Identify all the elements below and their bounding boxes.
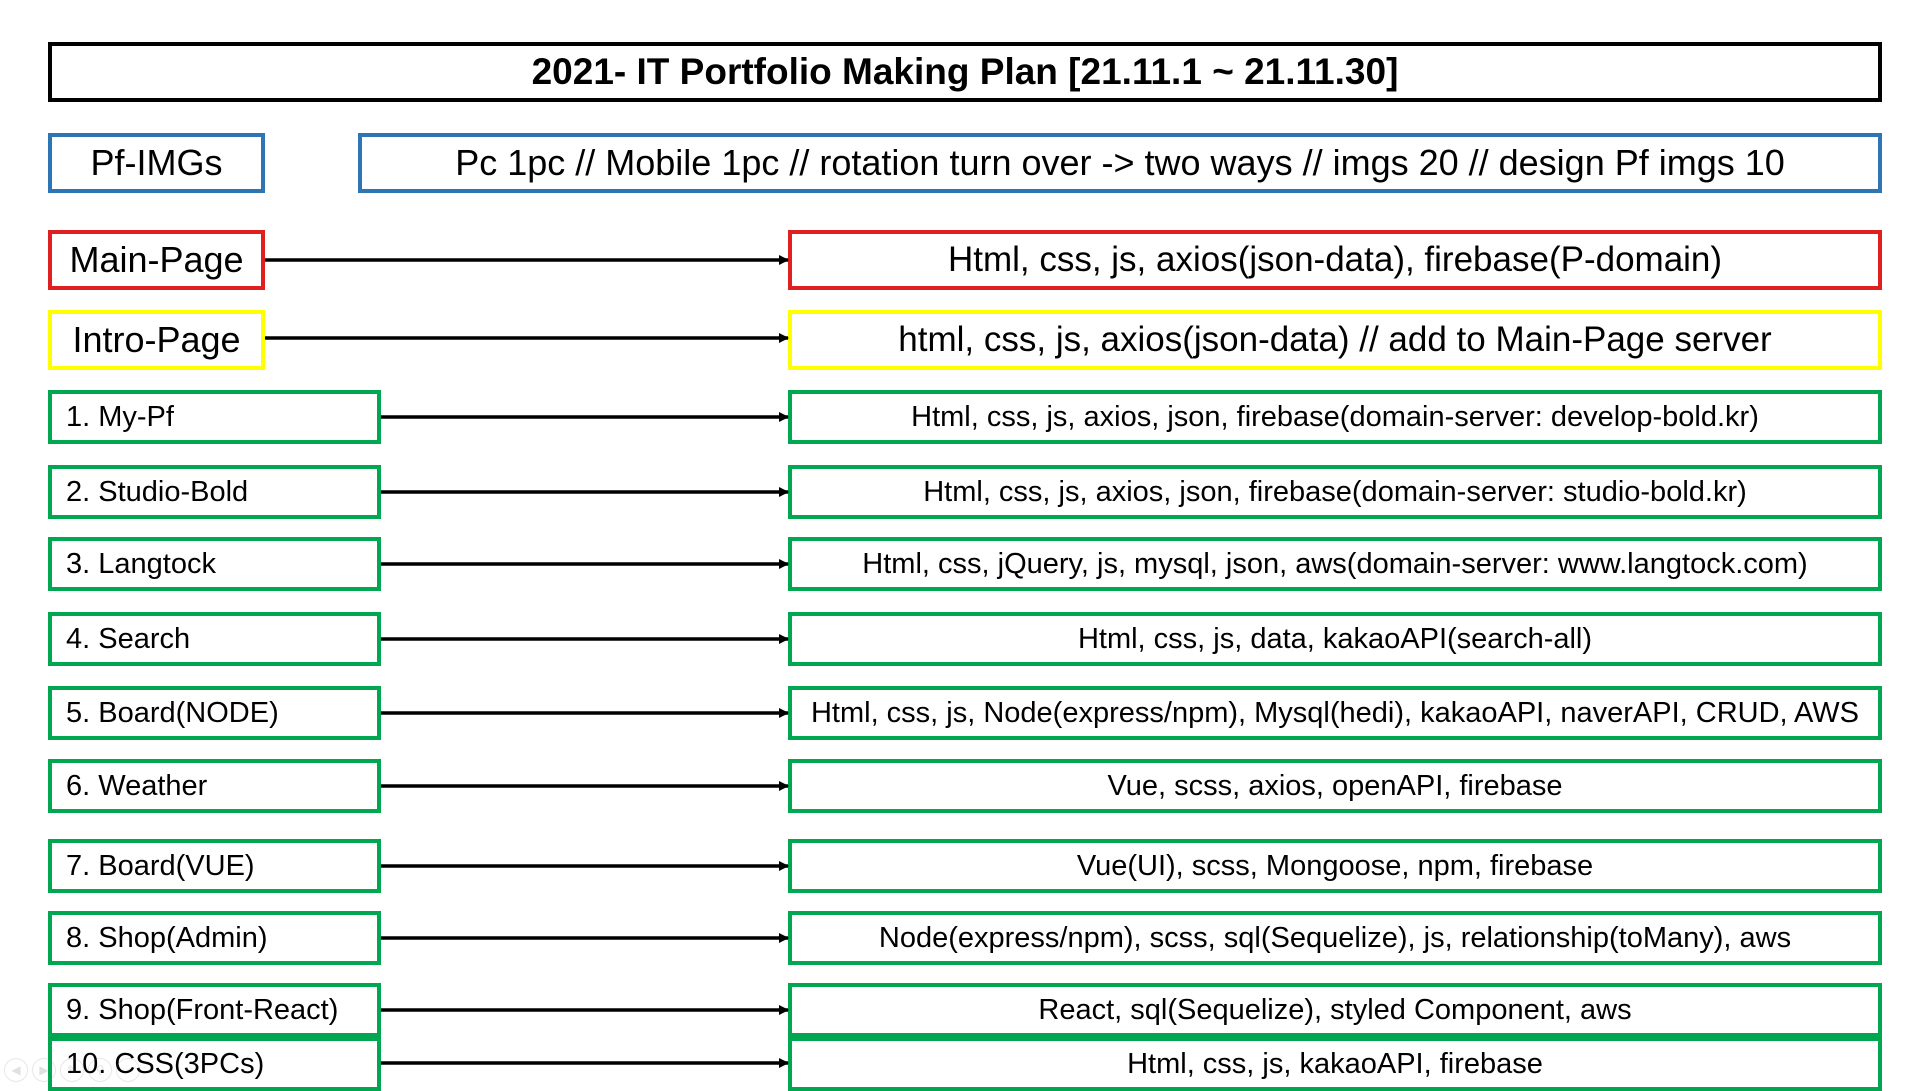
project-stack-shop-admin: Node(express/npm), scss, sql(Sequelize),… <box>788 911 1882 965</box>
project-name-board-vue: 7. Board(VUE) <box>48 839 381 893</box>
project-name-studio-bold: 2. Studio-Bold <box>48 465 381 519</box>
project-name-weather: 6. Weather <box>48 759 381 813</box>
project-name-my-pf: 1. My-Pf <box>48 390 381 444</box>
project-stack-css-3pcs: Html, css, js, kakaoAPI, firebase <box>788 1037 1882 1091</box>
intro-page-description: html, css, js, axios(json-data) // add t… <box>788 310 1882 370</box>
pf-imgs-description: Pc 1pc // Mobile 1pc // rotation turn ov… <box>358 133 1882 193</box>
slide-controls: ◀ ▶ ✎ ⚲ ⋯ <box>4 1058 140 1082</box>
project-stack-shop-front-react: React, sql(Sequelize), styled Component,… <box>788 983 1882 1037</box>
project-stack-weather: Vue, scss, axios, openAPI, firebase <box>788 759 1882 813</box>
project-name-board-node: 5. Board(NODE) <box>48 686 381 740</box>
project-stack-board-node: Html, css, js, Node(express/npm), Mysql(… <box>788 686 1882 740</box>
plan-title: 2021- IT Portfolio Making Plan [21.11.1 … <box>48 42 1882 102</box>
main-page-label: Main-Page <box>48 230 265 290</box>
more-options-icon[interactable]: ⋯ <box>116 1058 140 1082</box>
project-stack-studio-bold: Html, css, js, axios, json, firebase(dom… <box>788 465 1882 519</box>
project-stack-board-vue: Vue(UI), scss, Mongoose, npm, firebase <box>788 839 1882 893</box>
pen-icon[interactable]: ✎ <box>60 1058 84 1082</box>
project-name-shop-front-react: 9. Shop(Front-React) <box>48 983 381 1037</box>
project-stack-langtock: Html, css, jQuery, js, mysql, json, aws(… <box>788 537 1882 591</box>
project-stack-search: Html, css, js, data, kakaoAPI(search-all… <box>788 612 1882 666</box>
project-name-shop-admin: 8. Shop(Admin) <box>48 911 381 965</box>
project-name-langtock: 3. Langtock <box>48 537 381 591</box>
previous-slide-icon[interactable]: ◀ <box>4 1058 28 1082</box>
intro-page-label: Intro-Page <box>48 310 265 370</box>
pf-imgs-label: Pf-IMGs <box>48 133 265 193</box>
next-slide-icon[interactable]: ▶ <box>32 1058 56 1082</box>
project-stack-my-pf: Html, css, js, axios, json, firebase(dom… <box>788 390 1882 444</box>
main-page-description: Html, css, js, axios(json-data), firebas… <box>788 230 1882 290</box>
zoom-icon[interactable]: ⚲ <box>88 1058 112 1082</box>
project-name-search: 4. Search <box>48 612 381 666</box>
